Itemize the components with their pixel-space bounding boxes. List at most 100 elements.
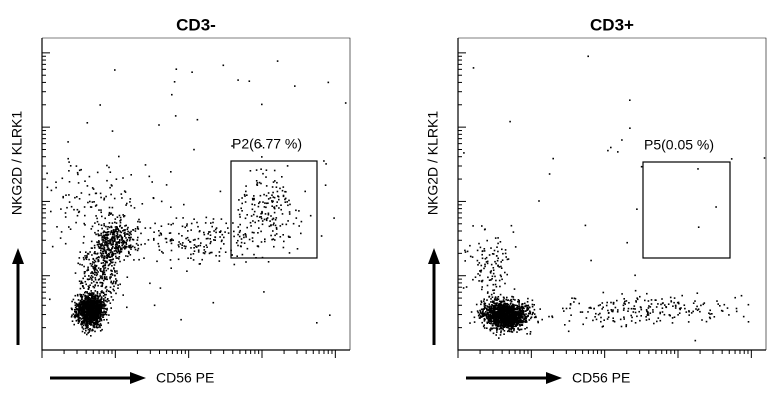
- event-dot: [537, 321, 539, 324]
- event-dot: [91, 318, 94, 321]
- event-dot: [510, 300, 513, 303]
- event-dot: [514, 307, 517, 310]
- event-dot: [500, 275, 502, 278]
- event-dot: [127, 255, 129, 258]
- event-dot: [96, 291, 99, 293]
- event-dot: [509, 317, 512, 320]
- event-dot: [81, 264, 83, 266]
- event-dot: [113, 252, 115, 255]
- event-dot: [82, 306, 85, 308]
- event-dot: [129, 246, 131, 249]
- event-dot: [498, 328, 501, 330]
- event-dot: [119, 225, 121, 228]
- event-dot: [530, 316, 533, 318]
- event-dot: [74, 301, 76, 304]
- event-dot: [119, 247, 122, 250]
- event-dot: [634, 289, 637, 292]
- event-dot: [240, 238, 243, 240]
- event-dot: [76, 196, 78, 198]
- event-dot: [490, 306, 493, 308]
- event-dot: [265, 176, 267, 178]
- event-dot: [747, 303, 750, 306]
- event-dot: [574, 297, 577, 300]
- event-dot: [178, 232, 180, 235]
- event-dot: [538, 200, 540, 202]
- event-dot: [287, 220, 289, 222]
- event-dot: [623, 298, 625, 300]
- event-dot: [99, 293, 101, 295]
- event-dot: [92, 319, 95, 321]
- event-dot: [490, 301, 492, 303]
- event-dot: [89, 284, 91, 286]
- event-dot: [514, 319, 517, 322]
- event-dot: [515, 317, 517, 319]
- event-dot: [518, 313, 521, 316]
- event-dot: [102, 314, 104, 316]
- event-dot: [488, 317, 491, 320]
- event-dot: [193, 250, 196, 252]
- event-dot: [81, 314, 83, 317]
- event-dot: [502, 296, 505, 299]
- event-dot: [137, 247, 140, 250]
- event-dot: [193, 244, 196, 246]
- event-dot: [473, 316, 476, 319]
- event-dot: [515, 324, 517, 327]
- event-dot: [105, 256, 108, 259]
- event-dot: [677, 314, 679, 316]
- event-dot: [108, 212, 111, 215]
- event-dot: [149, 282, 151, 285]
- event-dot: [243, 236, 245, 239]
- event-dot: [489, 307, 491, 309]
- event-dot: [112, 241, 114, 244]
- event-dot: [607, 316, 610, 318]
- event-dot: [512, 296, 515, 298]
- event-dot: [100, 247, 102, 250]
- event-dot: [137, 236, 139, 239]
- event-dot: [499, 311, 502, 314]
- event-dot: [493, 312, 495, 314]
- event-dot: [537, 320, 539, 323]
- event-dot: [192, 239, 195, 241]
- event-dot: [493, 298, 496, 301]
- event-dot: [148, 175, 151, 178]
- event-dot: [258, 181, 261, 184]
- event-dot: [90, 302, 92, 304]
- event-dot: [227, 227, 229, 229]
- event-dot: [103, 275, 106, 278]
- event-dot: [521, 307, 523, 309]
- event-dot: [103, 278, 106, 280]
- event-dot: [84, 295, 86, 297]
- event-dot: [78, 310, 81, 313]
- event-dot: [175, 217, 178, 219]
- event-dot: [286, 165, 289, 167]
- event-dot: [696, 305, 698, 308]
- event-dot: [271, 194, 273, 196]
- event-dot: [495, 327, 497, 330]
- event-dot: [74, 316, 76, 319]
- event-dot: [101, 239, 103, 241]
- event-dot: [625, 300, 628, 302]
- event-dot: [255, 169, 258, 171]
- event-dot: [85, 283, 87, 286]
- event-dot: [103, 319, 105, 321]
- event-dot: [273, 239, 276, 241]
- event-dot: [496, 312, 499, 315]
- event-dot: [500, 322, 502, 324]
- event-dot: [99, 313, 102, 315]
- event-dot: [98, 308, 101, 311]
- event-dot: [481, 253, 483, 256]
- event-dot: [95, 257, 98, 260]
- event-dot: [62, 195, 64, 198]
- event-dot: [87, 328, 90, 331]
- event-dot: [90, 313, 92, 316]
- event-dot: [88, 278, 91, 280]
- event-dot: [93, 244, 96, 247]
- event-dot: [482, 315, 485, 317]
- event-dot: [69, 228, 72, 230]
- event-dot: [94, 319, 97, 321]
- event-dot: [114, 218, 117, 220]
- event-dot: [64, 242, 67, 245]
- event-dot: [136, 226, 139, 228]
- event-dot: [85, 300, 87, 302]
- event-dot: [114, 274, 116, 277]
